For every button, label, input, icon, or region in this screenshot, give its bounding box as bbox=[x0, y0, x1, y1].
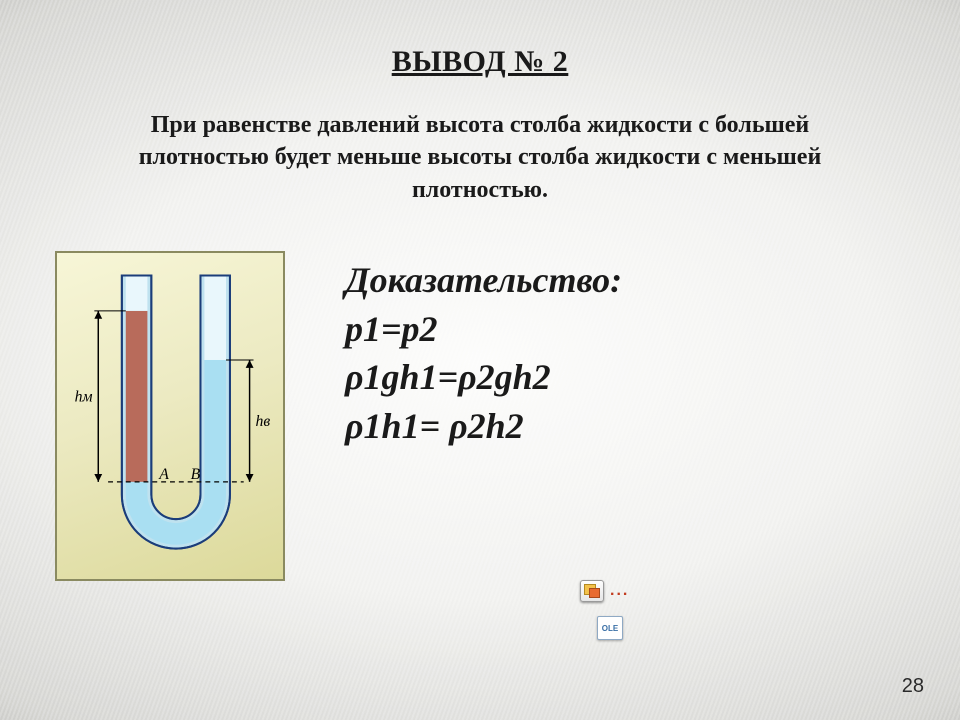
slide-container: ВЫВОД № 2 При равенстве давлений высота … bbox=[0, 0, 960, 720]
proof-eq-1: р1=р2 bbox=[345, 305, 900, 354]
u-tube-svg: A Bhм hв bbox=[57, 253, 283, 579]
proof-eq-3: ρ1h1= ρ2h2 bbox=[345, 402, 900, 451]
embedded-object-widgets: ... OLE bbox=[580, 580, 640, 640]
slide-title: ВЫВОД № 2 bbox=[60, 45, 900, 79]
page-number: 28 bbox=[902, 675, 924, 698]
svg-text:A: A bbox=[158, 466, 169, 483]
svg-text:hм: hм bbox=[75, 388, 93, 405]
ole-badge-icon[interactable]: OLE bbox=[597, 616, 623, 640]
content-row: A Bhм hв Доказательство: р1=р2 ρ1gh1=ρ2gh2… bbox=[60, 241, 900, 581]
proof-heading: Доказательство: bbox=[345, 256, 900, 305]
svg-text:hв: hв bbox=[255, 413, 270, 430]
embedded-object-edit-icon[interactable] bbox=[580, 580, 604, 602]
ellipsis-icon: ... bbox=[610, 582, 629, 600]
proof-eq-2: ρ1gh1=ρ2gh2 bbox=[345, 353, 900, 402]
svg-text:B: B bbox=[191, 466, 201, 483]
conclusion-statement: При равенстве давлений высота столба жид… bbox=[90, 109, 870, 206]
u-tube-diagram: A Bhм hв bbox=[55, 251, 285, 581]
edit-icon-wrap[interactable]: ... bbox=[580, 580, 640, 604]
proof-block: Доказательство: р1=р2 ρ1gh1=ρ2gh2 ρ1h1= … bbox=[345, 241, 900, 450]
